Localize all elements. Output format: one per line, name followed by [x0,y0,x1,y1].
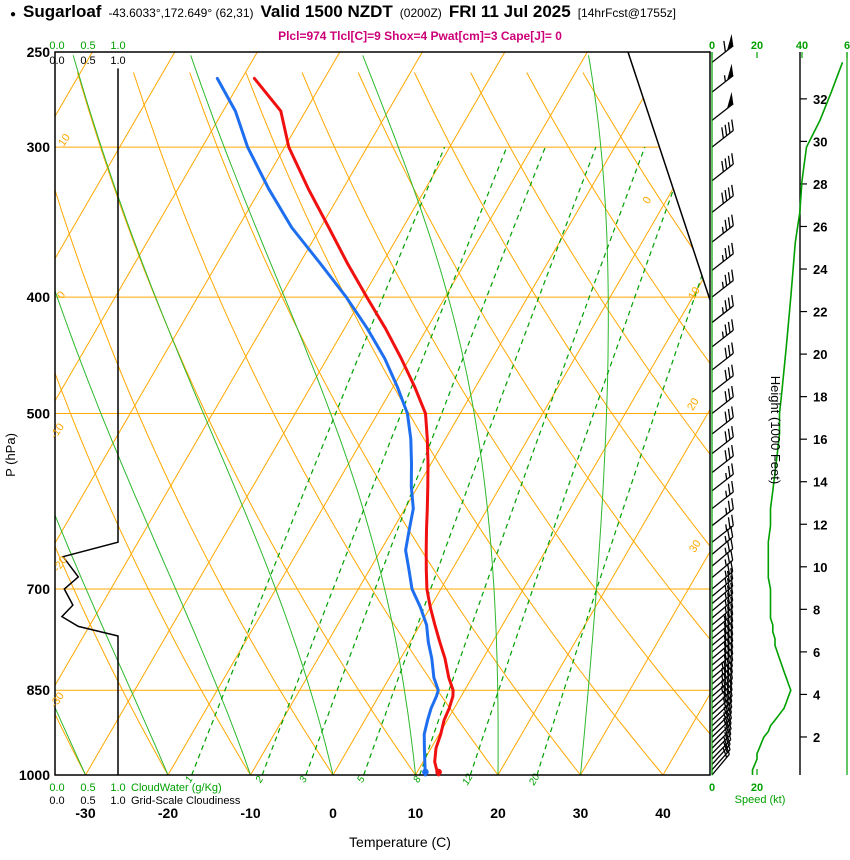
skewt-graphics: 1 2 3 5 8 12 200102030100-10-20-30246810121416… [19,33,850,821]
svg-text:0: 0 [709,782,715,794]
svg-text:700: 700 [27,581,51,597]
svg-text:-20: -20 [158,805,178,821]
svg-text:1.0: 1.0 [110,40,125,52]
cloudwater-axis-label: CloudWater (g/Kg) [131,782,222,794]
svg-text:-20: -20 [51,554,70,574]
svg-text:1.0: 1.0 [110,795,125,807]
svg-text:1.0: 1.0 [110,782,125,794]
svg-text:32: 32 [813,92,827,107]
svg-text:30: 30 [813,134,827,149]
svg-text:-10: -10 [240,805,260,821]
svg-text:0: 0 [709,40,715,52]
svg-text:20: 20 [527,772,543,788]
svg-text:24: 24 [813,262,828,277]
svg-text:30: 30 [687,538,704,555]
svg-text:1: 1 [183,775,195,785]
svg-text:2: 2 [813,730,820,745]
svg-text:0.0: 0.0 [49,795,64,807]
svg-text:8: 8 [411,774,424,785]
derived-parameters-line: Plcl=974 Tlcl[C]=9 Shox=4 Pwat[cm]=3 Cap… [278,29,562,43]
valid-date: FRI 11 Jul 2025 [448,2,571,21]
svg-text:4: 4 [813,687,821,702]
svg-text:0.5: 0.5 [80,55,95,67]
svg-text:0: 0 [55,289,68,301]
chart-title: ● Sugarloaf -43.6033°,172.649° (62,31) V… [10,2,676,22]
svg-text:1.0: 1.0 [110,55,125,67]
svg-text:300: 300 [27,139,51,155]
svg-text:26: 26 [813,219,827,234]
svg-text:10: 10 [813,560,827,575]
svg-text:28: 28 [813,177,827,192]
cloudiness-axis-label: Grid-Scale Cloudiness [131,795,241,807]
forecast-lead-tag: [14hrFcst@1755z] [577,6,676,20]
svg-text:500: 500 [27,406,51,422]
svg-text:20: 20 [813,347,827,362]
pressure-axis-label: P (hPa) [3,433,18,477]
svg-text:400: 400 [27,289,51,305]
svg-text:2: 2 [253,774,266,786]
svg-text:8: 8 [813,602,820,617]
svg-text:18: 18 [813,390,827,405]
svg-text:12: 12 [813,517,827,532]
svg-text:30: 30 [573,805,589,821]
svg-text:20: 20 [751,782,763,794]
height-axis-label: Height (1000 Feet) [768,376,783,484]
svg-text:10: 10 [408,805,424,821]
svg-text:0.0: 0.0 [49,40,64,52]
speed-axis-label: Speed (kt) [735,794,786,806]
svg-text:20: 20 [490,805,506,821]
svg-text:16: 16 [813,432,827,447]
svg-text:14: 14 [813,475,828,490]
svg-text:40: 40 [796,40,808,52]
svg-text:6: 6 [813,645,820,660]
temperature-axis-label: Temperature (C) [349,834,451,850]
svg-text:1000: 1000 [19,767,50,783]
svg-text:850: 850 [27,682,51,698]
svg-text:5: 5 [355,774,368,785]
svg-text:-30: -30 [48,690,67,710]
site-coords: -43.6033°,172.649° (62,31) [108,6,254,20]
svg-text:6: 6 [844,40,850,52]
svg-text:0.0: 0.0 [49,55,64,67]
svg-text:0.5: 0.5 [80,40,95,52]
svg-text:0.0: 0.0 [49,782,64,794]
svg-text:0: 0 [329,805,337,821]
valid-time: Valid 1500 NZDT [260,2,393,21]
svg-text:20: 20 [685,396,702,413]
svg-text:0: 0 [641,195,654,207]
svg-text:3: 3 [298,774,311,785]
svg-text:-10: -10 [48,421,67,441]
svg-text:0.5: 0.5 [80,782,95,794]
svg-text:-30: -30 [75,805,95,821]
svg-text:12: 12 [461,772,476,788]
site-bullet-icon: ● [10,9,17,20]
svg-text:250: 250 [27,44,51,60]
svg-text:0.5: 0.5 [80,795,95,807]
zulu-time: (0200Z) [399,6,442,20]
svg-text:10: 10 [56,132,73,149]
svg-text:40: 40 [655,805,671,821]
site-name: Sugarloaf [23,2,102,21]
svg-text:20: 20 [751,40,763,52]
svg-text:10: 10 [686,285,703,302]
svg-text:22: 22 [813,305,827,320]
